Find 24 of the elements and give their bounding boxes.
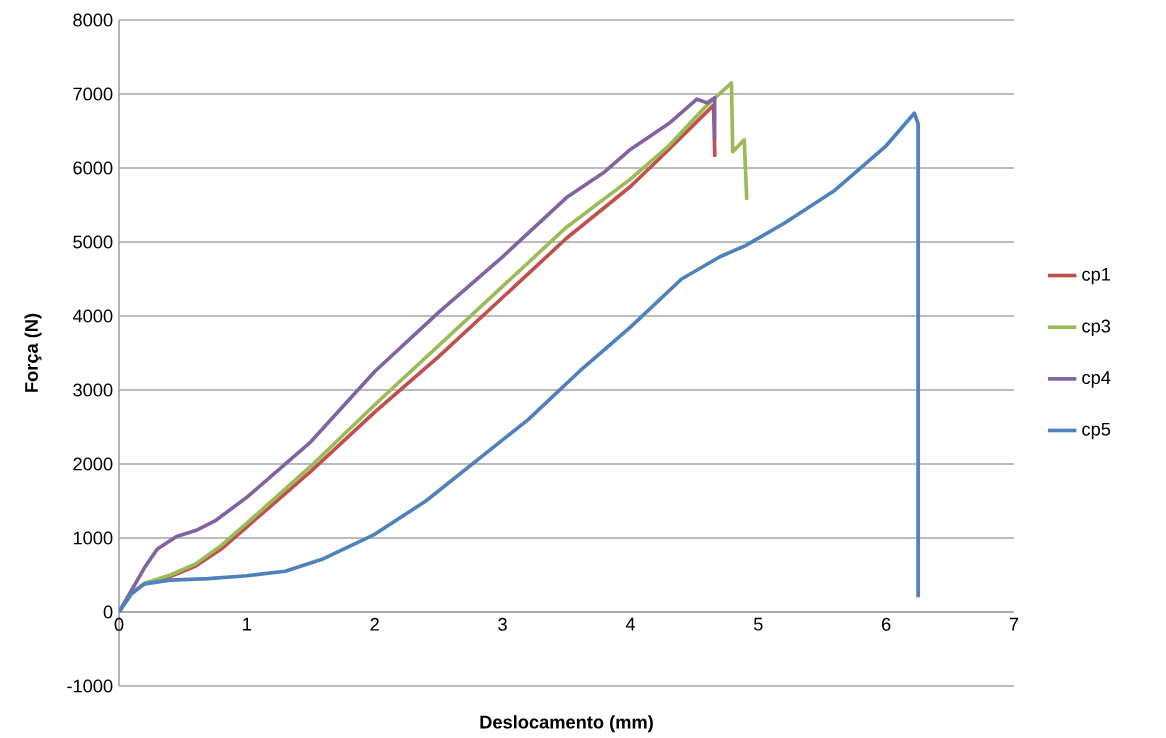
y-tick-label: 3000 <box>73 383 113 397</box>
x-tick-label: 5 <box>753 618 763 631</box>
x-tick-label: 4 <box>625 618 635 631</box>
y-axis-title: Força (N) <box>24 313 42 392</box>
y-tick-label: 4000 <box>72 309 113 323</box>
x-tick-label: 0 <box>114 618 124 631</box>
legend-label: cp4 <box>1082 371 1111 388</box>
y-tick-label: 1000 <box>73 531 113 545</box>
y-tick-label: 8000 <box>73 13 113 27</box>
y-tick-label: -1000 <box>67 679 113 693</box>
legend-label: cp5 <box>1082 423 1111 440</box>
legend-label: cp3 <box>1082 319 1111 337</box>
x-axis-title: Deslocamento (mm) <box>480 715 653 733</box>
y-tick-label: 2000 <box>73 457 113 471</box>
y-tick-label: 7000 <box>73 87 113 101</box>
legend-label: cp1 <box>1082 268 1111 285</box>
y-tick-label: 0 <box>103 605 113 619</box>
y-tick-label: 5000 <box>73 235 113 249</box>
y-tick-label: 6000 <box>73 161 113 175</box>
x-tick-label: 7 <box>1009 618 1019 631</box>
x-tick-label: 6 <box>882 618 891 631</box>
x-tick-label: 3 <box>498 618 507 631</box>
x-tick-label: 1 <box>243 618 252 631</box>
x-tick-label: 2 <box>370 618 379 631</box>
